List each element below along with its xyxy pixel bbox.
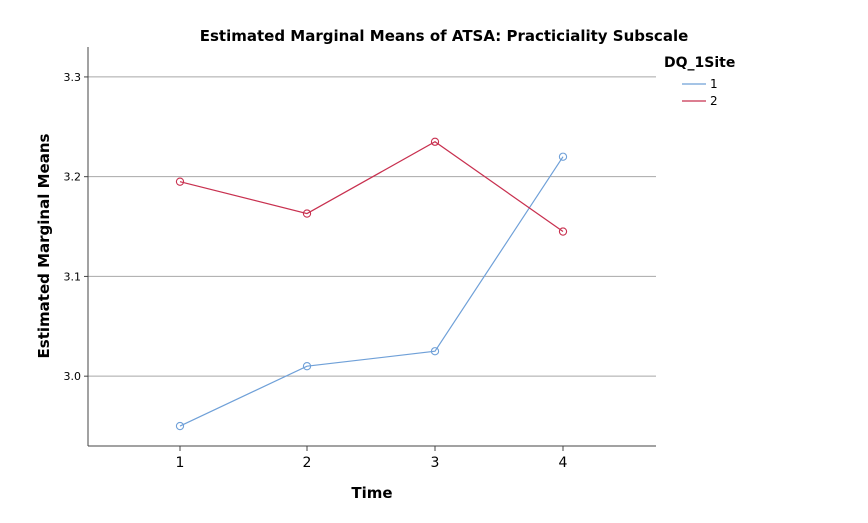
gridlines — [88, 76, 656, 377]
data-point — [430, 347, 440, 356]
x-tick-label: 3 — [431, 455, 440, 471]
legend: DQ_1Site 12 — [664, 55, 735, 108]
data-point — [175, 421, 185, 431]
y-tick-label: 3.0 — [64, 370, 82, 383]
x-tick-label: 4 — [559, 455, 568, 471]
data-point — [302, 209, 312, 218]
legend-label: 2 — [710, 94, 718, 108]
data-point — [175, 177, 185, 186]
x-axis-title: Time — [351, 484, 392, 502]
y-tick-label: 3.2 — [64, 171, 82, 184]
legend-title: DQ_1Site — [664, 55, 735, 71]
y-tick-label: 3.1 — [64, 270, 82, 283]
data-point — [558, 227, 568, 236]
chart-title: Estimated Marginal Means of ATSA: Practi… — [200, 27, 689, 45]
data-point — [430, 137, 440, 146]
y-axis-title: Estimated Marginal Means — [35, 134, 53, 359]
legend-label: 1 — [710, 77, 718, 91]
data-point — [302, 362, 312, 371]
x-tick-labels: 1 2 3 4 — [176, 446, 568, 471]
series-line-1 — [179, 156, 564, 427]
y-tick-labels: 3.0 3.1 3.2 3.3 — [64, 71, 88, 383]
x-tick-label: 1 — [176, 455, 185, 471]
y-tick-label: 3.3 — [64, 71, 82, 84]
series-line-2 — [179, 141, 564, 233]
legend-items: 12 — [682, 77, 718, 108]
data-point — [558, 152, 568, 161]
x-tick-label: 2 — [303, 455, 312, 471]
series-lines — [175, 137, 568, 431]
